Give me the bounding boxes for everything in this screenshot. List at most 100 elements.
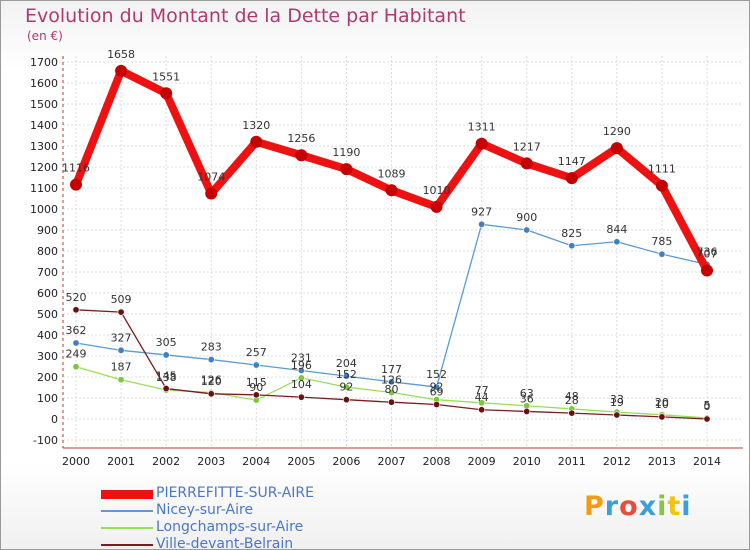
y-tick-label: 1500 — [30, 98, 58, 111]
data-label: 177 — [381, 363, 402, 376]
legend: PIERREFITTE-SUR-AIRE Nicey-sur-Aire Longch… — [101, 485, 421, 550]
data-point — [385, 184, 398, 197]
data-label: 120 — [201, 375, 222, 388]
data-point — [430, 200, 443, 213]
data-label: 844 — [606, 223, 627, 236]
data-point — [475, 137, 488, 150]
x-tick-label: 2000 — [62, 455, 90, 468]
data-label: 126 — [201, 374, 222, 387]
data-point — [478, 406, 486, 414]
data-label: 707 — [697, 248, 718, 261]
y-tick-label: 1700 — [30, 56, 58, 69]
legend-swatch — [101, 490, 153, 499]
data-label: 19 — [610, 396, 624, 409]
y-tick-label: 1400 — [30, 119, 58, 132]
data-label: 305 — [156, 336, 177, 349]
data-point — [613, 238, 621, 246]
data-label: 1290 — [603, 125, 631, 138]
data-point — [297, 393, 305, 401]
data-point — [115, 64, 128, 77]
x-tick-label: 2010 — [513, 455, 541, 468]
unit-label: (en €) — [27, 29, 63, 43]
logo-letter: i — [657, 491, 668, 522]
data-label: 927 — [471, 205, 492, 218]
data-label: 900 — [516, 211, 537, 224]
y-tick-label: 1300 — [30, 140, 58, 153]
data-label: 145 — [156, 370, 177, 383]
data-point — [610, 142, 623, 155]
logo-letter: o — [619, 491, 639, 522]
data-label: 1111 — [648, 163, 676, 176]
data-label: 736 — [697, 245, 718, 258]
y-tick-label: 200 — [37, 371, 58, 384]
data-point — [568, 409, 576, 417]
data-point — [297, 366, 305, 374]
data-point — [387, 398, 395, 406]
data-label: 825 — [561, 227, 582, 240]
data-label: 257 — [246, 346, 267, 359]
data-label: 204 — [336, 357, 357, 370]
data-point — [613, 411, 621, 419]
data-point — [342, 383, 350, 391]
x-tick-label: 2005 — [287, 455, 315, 468]
data-label: 44 — [475, 391, 489, 404]
data-point — [117, 376, 125, 384]
data-point — [658, 413, 666, 421]
y-tick-label: 300 — [37, 350, 58, 363]
data-label: 509 — [111, 293, 132, 306]
data-label: 28 — [565, 394, 579, 407]
data-label: 152 — [426, 368, 447, 381]
y-tick-label: -100 — [33, 434, 58, 447]
data-point — [568, 242, 576, 250]
data-label: 80 — [385, 383, 399, 396]
data-label: 1074 — [197, 170, 225, 183]
data-point — [523, 226, 531, 234]
x-tick-label: 2004 — [242, 455, 270, 468]
data-point — [387, 389, 395, 397]
x-tick-label: 2002 — [152, 455, 180, 468]
data-label: 1311 — [468, 121, 496, 134]
legend-item: Longchamps-sur-Aire — [101, 519, 421, 537]
data-label: 5 — [704, 399, 711, 412]
y-tick-label: 800 — [37, 245, 58, 258]
data-point — [72, 306, 80, 314]
y-tick-label: 1100 — [30, 182, 58, 195]
data-point — [72, 363, 80, 371]
data-point — [478, 399, 486, 407]
data-label: 1116 — [62, 162, 90, 175]
y-tick-label: 1600 — [30, 77, 58, 90]
y-tick-label: 1000 — [30, 203, 58, 216]
x-tick-label: 2008 — [423, 455, 451, 468]
y-tick-label: 700 — [37, 266, 58, 279]
data-point — [387, 378, 395, 386]
x-tick-label: 2013 — [648, 455, 676, 468]
data-point — [117, 308, 125, 316]
data-label: 785 — [651, 235, 672, 248]
data-label: 1089 — [378, 167, 406, 180]
data-point — [342, 396, 350, 404]
data-label: 104 — [291, 378, 312, 391]
data-label: 10 — [655, 398, 669, 411]
data-point — [658, 250, 666, 258]
data-label: 1256 — [287, 132, 315, 145]
data-point — [205, 187, 218, 200]
y-tick-label: 0 — [51, 413, 58, 426]
x-tick-label: 2012 — [603, 455, 631, 468]
x-tick-label: 2014 — [693, 455, 721, 468]
data-label: 48 — [565, 390, 579, 403]
legend-label: Ville-devant-Belrain — [156, 536, 294, 550]
legend-item: Nicey-sur-Aire — [101, 502, 421, 520]
data-point — [703, 415, 711, 423]
data-label: 1147 — [558, 155, 586, 168]
legend-item: Ville-devant-Belrain — [101, 536, 421, 550]
data-label: 327 — [111, 331, 132, 344]
data-point — [252, 361, 260, 369]
data-label: 152 — [336, 368, 357, 381]
logo-letter: x — [638, 491, 658, 522]
data-label: 362 — [66, 324, 87, 337]
y-tick-label: 500 — [37, 308, 58, 321]
x-tick-label: 2007 — [378, 455, 406, 468]
data-point — [565, 172, 578, 185]
legend-swatch — [101, 544, 153, 546]
